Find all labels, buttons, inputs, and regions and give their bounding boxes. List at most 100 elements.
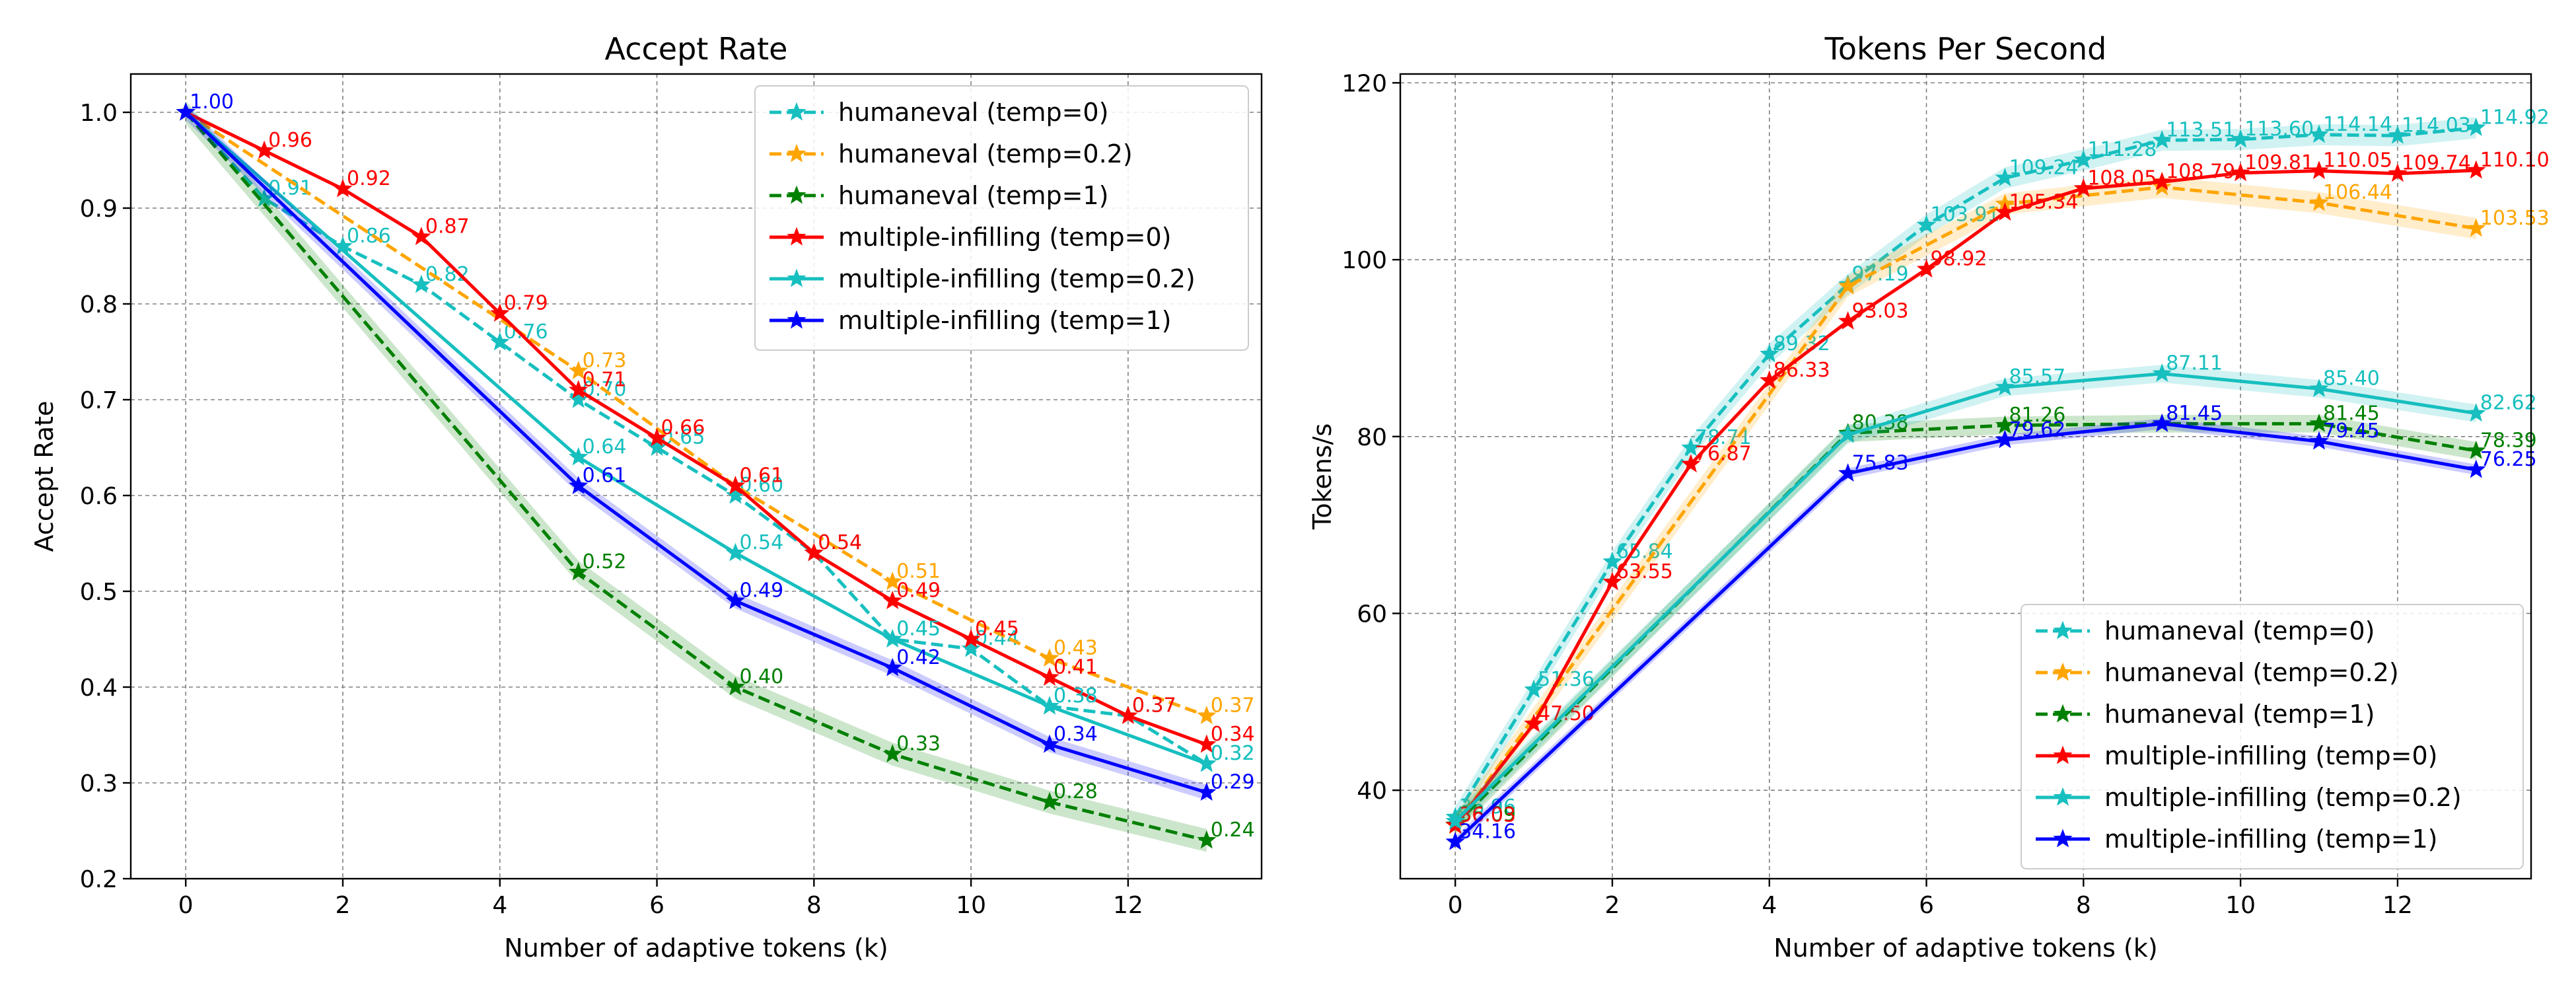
- series-4: 36.0347.5063.5576.8786.3393.0398.92105.3…: [1445, 149, 2550, 834]
- data-point-marker: [490, 332, 510, 351]
- data-point-marker: [1995, 167, 2015, 186]
- data-label: 105.34: [2009, 191, 2078, 214]
- data-label: 0.37: [1211, 694, 1255, 717]
- legend-marker: [787, 143, 806, 163]
- data-point-marker: [569, 380, 589, 398]
- legend-entry: multiple-infilling (temp=0.2): [2104, 783, 2462, 812]
- series-5: 85.57 87.11 85.40 82.62: [1445, 352, 2537, 830]
- data-label: 93.03: [1852, 299, 1909, 322]
- y-tick-label: 0.3: [80, 770, 118, 797]
- x-tick-label: 8: [2076, 892, 2091, 919]
- data-point-marker: [1197, 753, 1217, 772]
- data-label: 0.61: [583, 464, 627, 488]
- data-point-marker: [333, 178, 353, 198]
- data-point-marker: [961, 638, 981, 657]
- x-tick-label: 12: [2382, 892, 2413, 919]
- series-line: [184, 111, 1207, 842]
- data-label: 103.53: [2480, 207, 2550, 230]
- data-point-marker: [2309, 192, 2329, 211]
- data-point-marker: [490, 303, 510, 322]
- data-point-marker: [569, 562, 589, 581]
- data-label: 79.62: [2009, 418, 2065, 441]
- data-point-marker: [1524, 714, 1544, 733]
- data-label: 114.03: [2402, 114, 2471, 137]
- data-label: 0.24: [1211, 819, 1255, 842]
- data-point-marker: [1995, 377, 2015, 396]
- y-tick-label: 1.0: [80, 100, 118, 127]
- data-label: 108.05: [2087, 166, 2157, 190]
- data-point-marker: [1040, 667, 1059, 686]
- data-point-marker: [1838, 424, 1858, 443]
- legend-frame: [2021, 604, 2524, 869]
- data-point-marker: [1838, 275, 1858, 295]
- x-tick-label: 0: [1448, 892, 1463, 919]
- data-label: 113.60: [2244, 118, 2314, 141]
- data-point-marker: [1838, 463, 1858, 482]
- data-label: 0.54: [818, 531, 862, 554]
- chart-title: Accept Rate: [605, 31, 788, 67]
- data-label: 0.40: [739, 665, 783, 688]
- data-label: 114.14: [2323, 113, 2392, 136]
- data-label: 0.37: [1132, 694, 1176, 717]
- legend-entry: humaneval (temp=0): [838, 98, 1108, 127]
- y-tick-label: 60: [1357, 601, 1387, 628]
- y-axis-label: Tokens/s: [1308, 423, 1337, 531]
- x-tick-label: 4: [1762, 892, 1777, 919]
- data-point-marker: [2466, 117, 2486, 136]
- data-point-marker: [2466, 218, 2486, 237]
- x-tick-label: 4: [492, 892, 507, 919]
- data-point-marker: [1681, 454, 1701, 473]
- data-label: 0.41: [1054, 656, 1098, 679]
- data-label: 111.28: [2087, 138, 2157, 161]
- data-point-marker: [882, 591, 902, 609]
- data-label: 85.57: [2009, 365, 2065, 388]
- data-point-marker: [961, 629, 981, 647]
- y-tick-label: 0.5: [80, 579, 118, 606]
- data-point-marker: [725, 591, 746, 609]
- data-label: 0.49: [739, 579, 783, 603]
- data-label: 0.34: [1211, 723, 1255, 746]
- series-line: [1454, 422, 2477, 826]
- x-tick-label: 10: [956, 892, 986, 919]
- series-4: 0.96 0.92 0.87 0.79 0.71 0.66 0.61 0.54 0.49 0.45…: [176, 102, 1255, 753]
- data-label: 0.34: [1054, 723, 1098, 746]
- x-tick-label: 6: [1919, 892, 1934, 919]
- y-tick-label: 40: [1357, 778, 1387, 805]
- data-point-marker: [1760, 344, 1779, 363]
- legend-entry: humaneval (temp=1): [838, 181, 1108, 210]
- data-point-marker: [569, 476, 589, 494]
- data-point-marker: [2073, 149, 2093, 168]
- data-point-marker: [569, 389, 589, 408]
- data-point-marker: [1995, 415, 2015, 434]
- data-point-marker: [176, 102, 196, 121]
- y-tick-label: 120: [1342, 70, 1387, 97]
- y-tick-label: 0.4: [80, 675, 118, 702]
- series-2: 0.73 0.61 0.51 0.43 0.37: [176, 102, 1255, 724]
- data-label: 0.61: [739, 464, 783, 488]
- legend-entry: multiple-infilling (temp=0): [838, 223, 1172, 252]
- data-point-marker: [2073, 178, 2093, 197]
- series-line: [184, 111, 1207, 794]
- series-line: [184, 111, 1208, 766]
- data-point-marker: [2309, 124, 2329, 143]
- data-point-marker: [882, 629, 902, 647]
- data-point-marker: [1040, 791, 1059, 811]
- data-label: 0.54: [739, 531, 783, 554]
- data-label: 0.64: [583, 435, 627, 459]
- data-label: 81.45: [2323, 402, 2380, 425]
- data-point-marker: [569, 361, 589, 379]
- data-label: 0.28: [1054, 780, 1098, 803]
- legend-entry: humaneval (temp=0.2): [838, 139, 1133, 168]
- data-label: 0.38: [1054, 684, 1098, 708]
- data-point-marker: [882, 571, 902, 590]
- data-label: 0.52: [583, 550, 627, 573]
- x-tick-label: 8: [806, 892, 822, 919]
- x-tick-label: 2: [1605, 892, 1620, 919]
- data-label: 0.32: [1211, 742, 1255, 765]
- data-label: 114.92: [2480, 106, 2550, 129]
- series-line: [1454, 422, 2477, 844]
- data-label: 0.87: [425, 215, 470, 239]
- series-3: 0.52 0.40 0.33 0.28 0.24: [176, 100, 1255, 852]
- data-label: 85.40: [2323, 367, 2380, 390]
- y-tick-label: 0.2: [80, 866, 118, 893]
